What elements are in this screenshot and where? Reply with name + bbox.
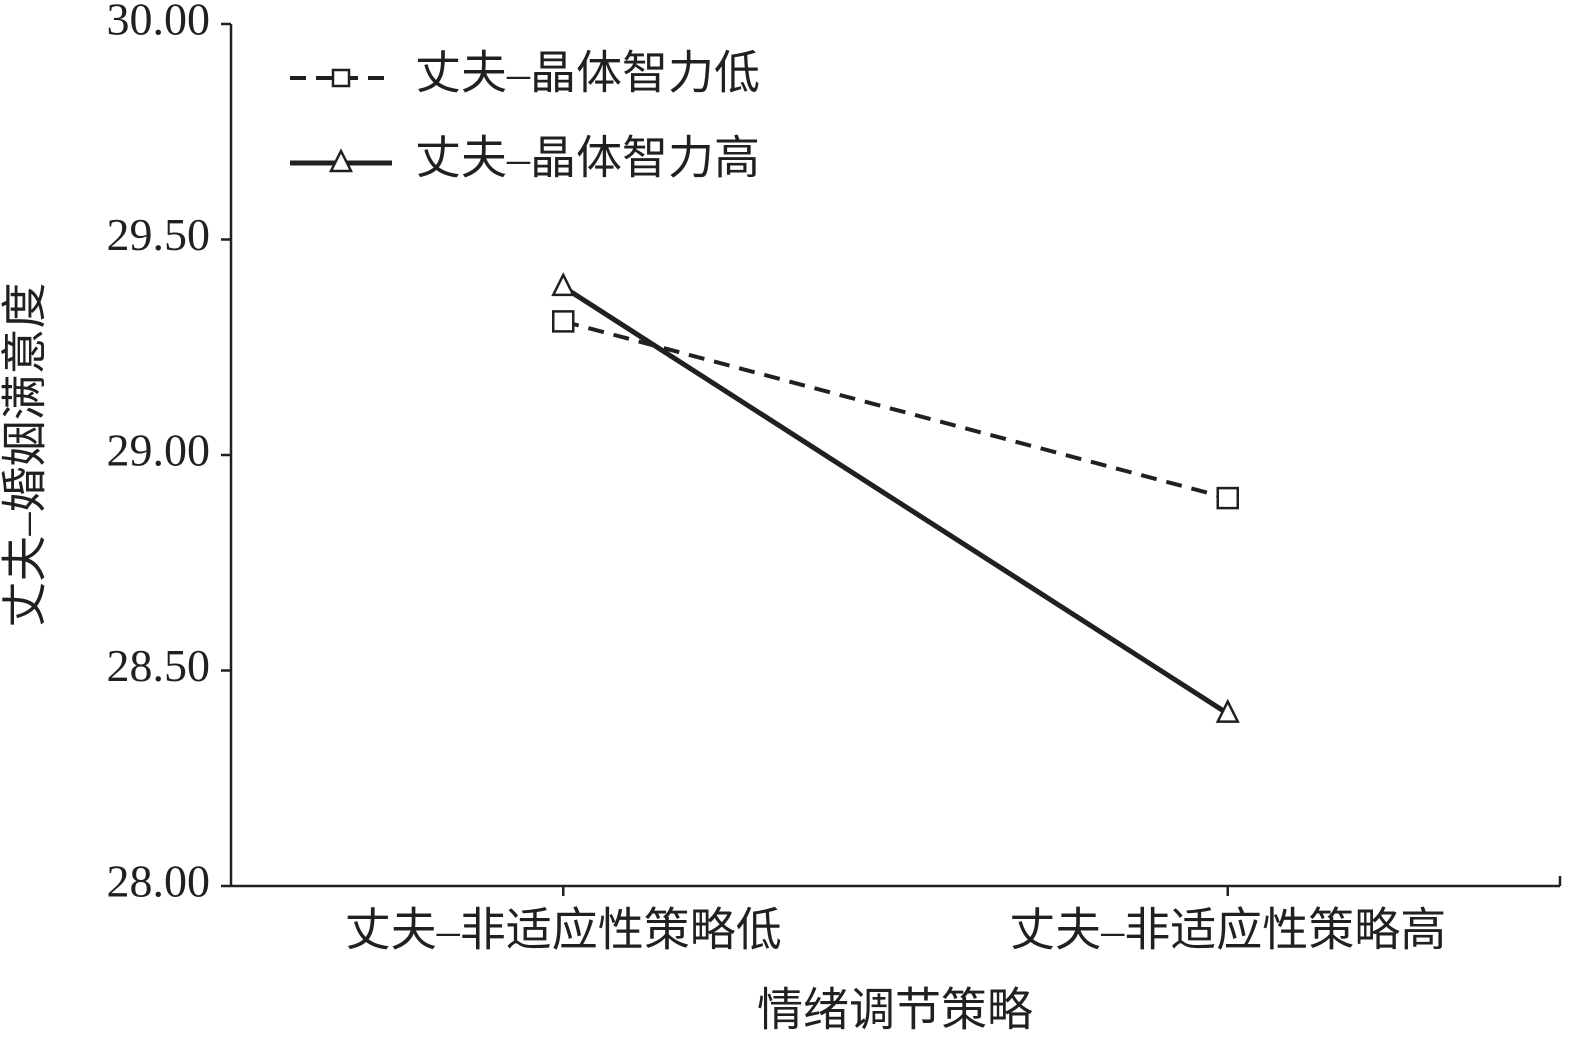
y-tick-label: 30.00 bbox=[107, 0, 211, 45]
marker bbox=[552, 310, 575, 333]
series-line bbox=[561, 284, 1230, 716]
marker bbox=[1216, 486, 1239, 510]
legend-label: 丈夫–晶体智力低 bbox=[415, 48, 760, 99]
marker bbox=[1215, 698, 1240, 723]
x-axis-label: 情绪调节策略 bbox=[757, 985, 1033, 1036]
y-tick-label: 28.00 bbox=[107, 856, 211, 907]
series-line bbox=[562, 319, 1229, 501]
y-tick-label: 28.50 bbox=[107, 640, 211, 691]
x-tick-label: 丈夫–非适应性策略低 bbox=[345, 905, 782, 956]
y-axis-label: 丈夫–婚姻满意度 bbox=[0, 283, 51, 628]
marker bbox=[551, 272, 576, 297]
x-tick-label: 丈夫–非适应性策略高 bbox=[1009, 905, 1446, 956]
y-tick-label: 29.00 bbox=[107, 425, 211, 476]
y-tick-label: 29.50 bbox=[107, 209, 211, 260]
legend-label: 丈夫–晶体智力高 bbox=[415, 133, 760, 184]
legend-marker bbox=[328, 148, 354, 173]
legend-marker bbox=[331, 68, 351, 88]
